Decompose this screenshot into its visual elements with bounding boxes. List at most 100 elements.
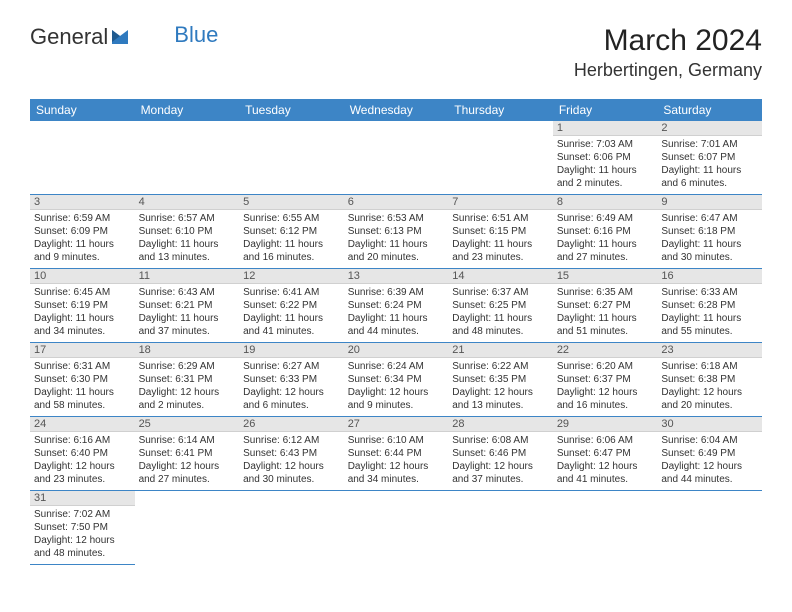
day-line: Sunset: 6:16 PM	[557, 225, 654, 238]
day-line: Daylight: 11 hours	[661, 238, 758, 251]
day-line: Daylight: 11 hours	[452, 238, 549, 251]
day-body: Sunrise: 7:02 AMSunset: 7:50 PMDaylight:…	[30, 506, 135, 564]
day-line: Daylight: 12 hours	[139, 386, 236, 399]
day-header: Tuesday	[239, 99, 344, 121]
day-number: 12	[239, 269, 344, 284]
day-line: and 9 minutes.	[34, 251, 131, 264]
logo-text-general: General	[30, 24, 108, 50]
day-line: and 30 minutes.	[243, 473, 340, 486]
day-line: Sunset: 6:33 PM	[243, 373, 340, 386]
day-line: and 37 minutes.	[452, 473, 549, 486]
calendar-cell	[135, 121, 240, 195]
day-number: 7	[448, 195, 553, 210]
day-line: Daylight: 12 hours	[557, 386, 654, 399]
calendar-cell: 21Sunrise: 6:22 AMSunset: 6:35 PMDayligh…	[448, 343, 553, 417]
day-line: Sunrise: 6:37 AM	[452, 286, 549, 299]
day-line: Sunrise: 6:12 AM	[243, 434, 340, 447]
calendar-cell: 17Sunrise: 6:31 AMSunset: 6:30 PMDayligh…	[30, 343, 135, 417]
day-body: Sunrise: 6:29 AMSunset: 6:31 PMDaylight:…	[135, 358, 240, 416]
day-number: 15	[553, 269, 658, 284]
day-line: Sunset: 6:27 PM	[557, 299, 654, 312]
logo: General Blue	[30, 24, 218, 50]
calendar-cell: 16Sunrise: 6:33 AMSunset: 6:28 PMDayligh…	[657, 269, 762, 343]
calendar-cell: 13Sunrise: 6:39 AMSunset: 6:24 PMDayligh…	[344, 269, 449, 343]
day-body: Sunrise: 6:37 AMSunset: 6:25 PMDaylight:…	[448, 284, 553, 342]
calendar-cell: 9Sunrise: 6:47 AMSunset: 6:18 PMDaylight…	[657, 195, 762, 269]
day-line: Sunset: 6:06 PM	[557, 151, 654, 164]
day-line: Daylight: 11 hours	[34, 238, 131, 251]
day-line: Daylight: 11 hours	[34, 386, 131, 399]
day-line: and 41 minutes.	[557, 473, 654, 486]
calendar-cell: 20Sunrise: 6:24 AMSunset: 6:34 PMDayligh…	[344, 343, 449, 417]
calendar-cell: 11Sunrise: 6:43 AMSunset: 6:21 PMDayligh…	[135, 269, 240, 343]
day-number: 31	[30, 491, 135, 506]
day-number: 21	[448, 343, 553, 358]
calendar-row: 1Sunrise: 7:03 AMSunset: 6:06 PMDaylight…	[30, 121, 762, 195]
day-body: Sunrise: 6:24 AMSunset: 6:34 PMDaylight:…	[344, 358, 449, 416]
calendar-row: 24Sunrise: 6:16 AMSunset: 6:40 PMDayligh…	[30, 417, 762, 491]
day-number: 28	[448, 417, 553, 432]
day-line: and 20 minutes.	[661, 399, 758, 412]
day-number: 2	[657, 121, 762, 136]
day-line: Sunset: 6:12 PM	[243, 225, 340, 238]
title-block: March 2024 Herbertingen, Germany	[574, 24, 762, 81]
day-line: and 9 minutes.	[348, 399, 445, 412]
day-body: Sunrise: 6:45 AMSunset: 6:19 PMDaylight:…	[30, 284, 135, 342]
calendar-row: 31Sunrise: 7:02 AMSunset: 7:50 PMDayligh…	[30, 491, 762, 565]
calendar-cell: 8Sunrise: 6:49 AMSunset: 6:16 PMDaylight…	[553, 195, 658, 269]
day-line: Sunrise: 6:57 AM	[139, 212, 236, 225]
calendar-cell: 19Sunrise: 6:27 AMSunset: 6:33 PMDayligh…	[239, 343, 344, 417]
day-line: and 6 minutes.	[243, 399, 340, 412]
day-line: Sunrise: 6:45 AM	[34, 286, 131, 299]
day-line: Sunrise: 6:53 AM	[348, 212, 445, 225]
day-line: Daylight: 12 hours	[139, 460, 236, 473]
day-number: 30	[657, 417, 762, 432]
calendar-cell: 15Sunrise: 6:35 AMSunset: 6:27 PMDayligh…	[553, 269, 658, 343]
day-line: Sunset: 6:37 PM	[557, 373, 654, 386]
day-number: 27	[344, 417, 449, 432]
day-line: Sunrise: 6:41 AM	[243, 286, 340, 299]
day-line: Sunrise: 6:04 AM	[661, 434, 758, 447]
calendar-cell: 5Sunrise: 6:55 AMSunset: 6:12 PMDaylight…	[239, 195, 344, 269]
day-body: Sunrise: 6:59 AMSunset: 6:09 PMDaylight:…	[30, 210, 135, 268]
day-line: and 2 minutes.	[139, 399, 236, 412]
day-line: Sunset: 6:49 PM	[661, 447, 758, 460]
day-line: Sunrise: 6:18 AM	[661, 360, 758, 373]
calendar-row: 17Sunrise: 6:31 AMSunset: 6:30 PMDayligh…	[30, 343, 762, 417]
day-line: Sunset: 6:38 PM	[661, 373, 758, 386]
day-line: and 44 minutes.	[661, 473, 758, 486]
calendar-cell: 6Sunrise: 6:53 AMSunset: 6:13 PMDaylight…	[344, 195, 449, 269]
day-line: and 30 minutes.	[661, 251, 758, 264]
day-line: Daylight: 11 hours	[348, 238, 445, 251]
day-body: Sunrise: 7:01 AMSunset: 6:07 PMDaylight:…	[657, 136, 762, 194]
day-line: Sunrise: 6:51 AM	[452, 212, 549, 225]
day-number: 10	[30, 269, 135, 284]
header: General Blue March 2024 Herbertingen, Ge…	[0, 0, 792, 89]
day-header: Monday	[135, 99, 240, 121]
flag-icon	[110, 28, 136, 46]
day-line: Sunset: 6:34 PM	[348, 373, 445, 386]
day-body: Sunrise: 6:12 AMSunset: 6:43 PMDaylight:…	[239, 432, 344, 490]
day-number: 6	[344, 195, 449, 210]
day-line: Daylight: 12 hours	[348, 460, 445, 473]
day-body: Sunrise: 6:22 AMSunset: 6:35 PMDaylight:…	[448, 358, 553, 416]
day-number: 29	[553, 417, 658, 432]
calendar-cell	[344, 491, 449, 565]
day-line: Sunrise: 6:24 AM	[348, 360, 445, 373]
day-line: and 34 minutes.	[348, 473, 445, 486]
day-line: and 16 minutes.	[243, 251, 340, 264]
calendar-cell: 25Sunrise: 6:14 AMSunset: 6:41 PMDayligh…	[135, 417, 240, 491]
day-line: and 37 minutes.	[139, 325, 236, 338]
calendar-cell: 10Sunrise: 6:45 AMSunset: 6:19 PMDayligh…	[30, 269, 135, 343]
calendar-row: 3Sunrise: 6:59 AMSunset: 6:09 PMDaylight…	[30, 195, 762, 269]
day-line: Sunrise: 6:08 AM	[452, 434, 549, 447]
day-body: Sunrise: 6:47 AMSunset: 6:18 PMDaylight:…	[657, 210, 762, 268]
day-body: Sunrise: 6:08 AMSunset: 6:46 PMDaylight:…	[448, 432, 553, 490]
day-line: Sunset: 6:21 PM	[139, 299, 236, 312]
day-line: Daylight: 11 hours	[34, 312, 131, 325]
day-line: and 27 minutes.	[139, 473, 236, 486]
day-number: 4	[135, 195, 240, 210]
calendar-cell	[553, 491, 658, 565]
day-line: Sunset: 6:44 PM	[348, 447, 445, 460]
day-line: and 48 minutes.	[452, 325, 549, 338]
